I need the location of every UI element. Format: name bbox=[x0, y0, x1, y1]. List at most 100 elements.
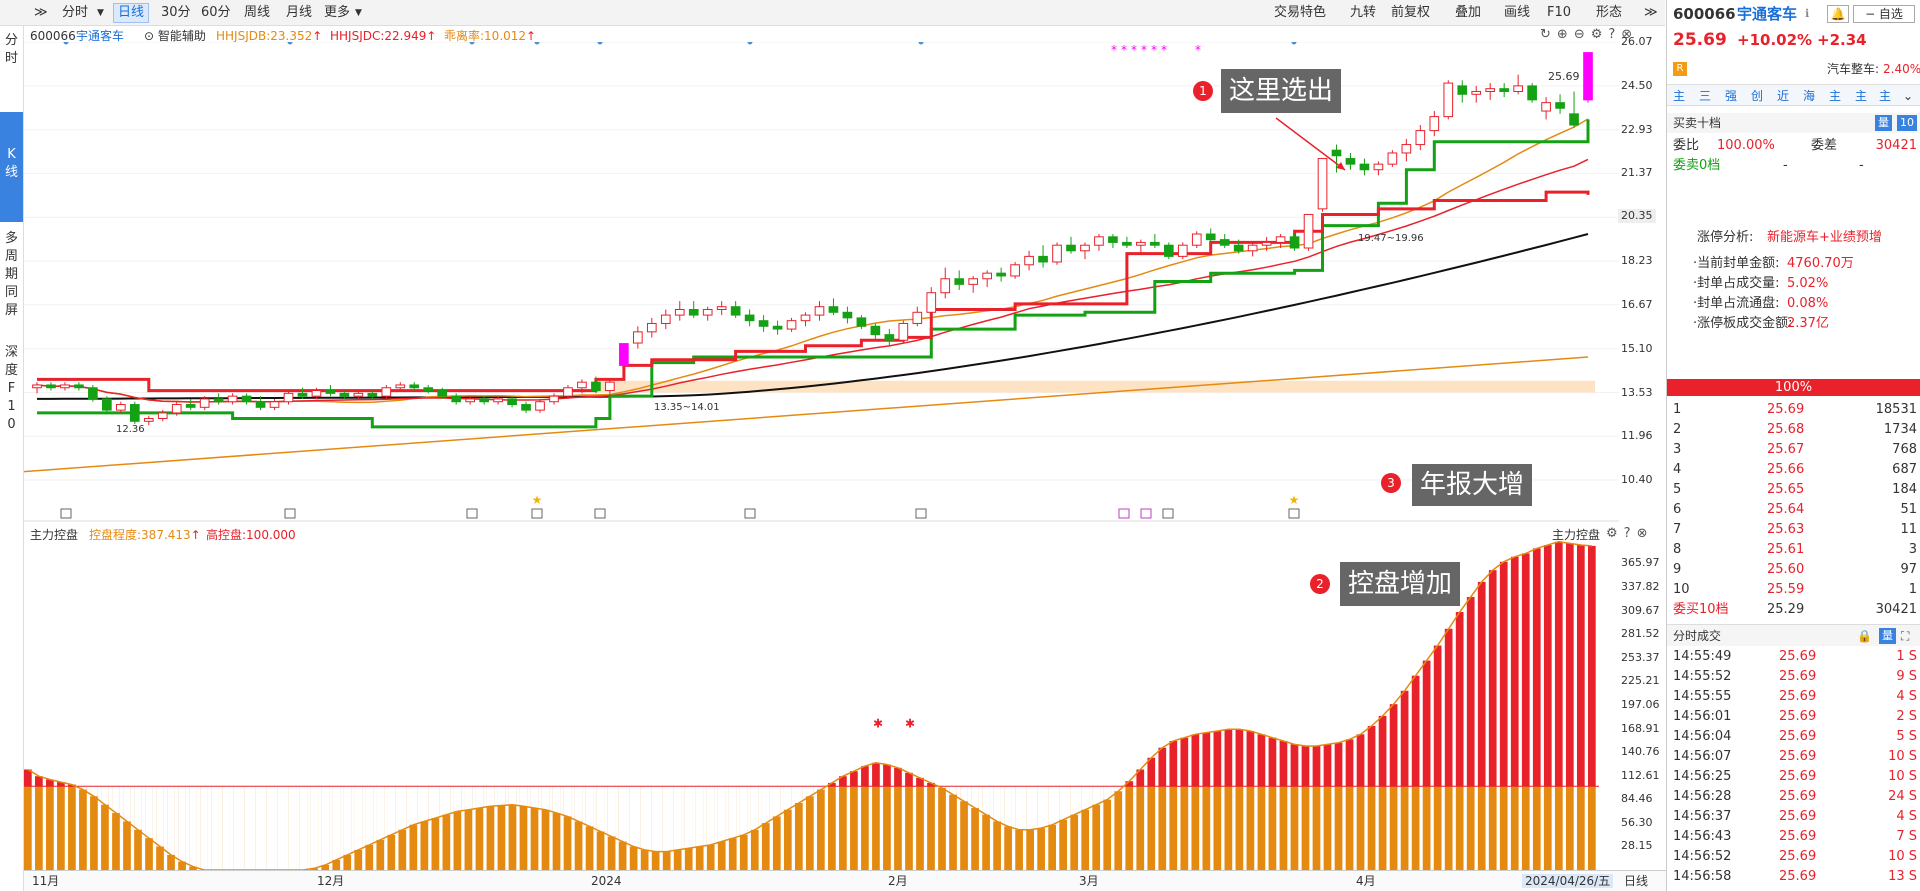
bid-row[interactable]: 8 25.61 3 bbox=[1673, 542, 1917, 557]
chevron-down-icon[interactable]: ⌄ bbox=[1903, 89, 1914, 103]
bid-row[interactable]: 5 25.65 184 bbox=[1673, 482, 1917, 497]
control-bar bbox=[1488, 786, 1497, 870]
control-bar-mask bbox=[497, 786, 506, 806]
control-bar bbox=[1554, 786, 1563, 870]
candle bbox=[465, 398, 475, 403]
quick-tab[interactable]: 主 bbox=[1673, 89, 1686, 103]
control-bar-high bbox=[905, 772, 913, 787]
nine-turn-button[interactable]: 九转 bbox=[1350, 5, 1377, 20]
smart-assist-label: 智能辅助 bbox=[157, 29, 206, 43]
candle bbox=[60, 384, 70, 389]
left-view-tabs: 分 时 K 线 多 周 期 同 屏 深 度 F 1 0 bbox=[0, 26, 24, 891]
control-bar bbox=[1147, 786, 1156, 870]
candle bbox=[535, 401, 545, 411]
info-icon[interactable]: ℹ bbox=[1805, 7, 1810, 20]
view-tab-multi-period[interactable]: 多 周 期 同 屏 bbox=[4, 231, 18, 318]
control-bar bbox=[805, 786, 814, 870]
candle bbox=[1289, 236, 1300, 249]
control-bar-mask bbox=[519, 786, 528, 807]
control-bar-high bbox=[57, 782, 65, 787]
view-tab-deep-f10[interactable]: 深 度 F 1 0 bbox=[4, 345, 18, 432]
orderbook-depth[interactable]: 10 bbox=[1897, 115, 1917, 131]
tab-more[interactable]: 更多 bbox=[324, 5, 351, 20]
expand-left-icon[interactable]: ≫ bbox=[34, 5, 48, 20]
control-bar-high bbox=[1400, 690, 1409, 787]
annotation-annual-report: 年报大增 bbox=[1412, 464, 1533, 506]
date-axis: 11月 12月 2024 2月 3月 4月 2024/04/26/五 日线 bbox=[24, 870, 1666, 891]
trade-row: 14:56:58 25.69 13 S bbox=[1673, 869, 1917, 884]
adjust-button[interactable]: 前复权 bbox=[1391, 5, 1431, 20]
view-tab-intraday[interactable]: 分 时 bbox=[4, 33, 18, 66]
f10-button[interactable]: F10 bbox=[1547, 5, 1572, 20]
candle bbox=[633, 331, 643, 344]
candle bbox=[115, 404, 126, 411]
control-bar bbox=[1543, 786, 1552, 870]
bid-row[interactable]: 2 25.68 1734 bbox=[1673, 422, 1917, 437]
quick-tab[interactable]: 主 bbox=[1829, 89, 1842, 103]
tab-monthly[interactable]: 月线 bbox=[286, 5, 313, 20]
quote-name: 宇通客车 bbox=[1737, 5, 1798, 23]
bid-row[interactable]: 9 25.60 97 bbox=[1673, 562, 1917, 577]
quick-tab[interactable]: 强 bbox=[1725, 89, 1738, 103]
view-tab-kline[interactable]: K 线 bbox=[0, 112, 23, 222]
tab-30min[interactable]: 30分 bbox=[161, 5, 191, 20]
bid-row[interactable]: 1 25.69 18531 bbox=[1673, 402, 1917, 417]
event-icon bbox=[466, 508, 478, 519]
date-label: 3月 bbox=[1079, 874, 1099, 888]
indicator-tools[interactable]: ⚙?⊗ bbox=[1606, 527, 1653, 541]
volume-toggle-icon[interactable]: 量 bbox=[1875, 115, 1892, 131]
control-bar-high bbox=[1554, 541, 1563, 787]
bid-row[interactable]: 6 25.64 51 bbox=[1673, 502, 1917, 517]
quick-tab[interactable]: 创 bbox=[1751, 89, 1764, 103]
draw-line-button[interactable]: 画线 bbox=[1504, 5, 1531, 20]
add-watchlist-button[interactable]: − 自选 bbox=[1853, 5, 1915, 23]
fullscreen-icon[interactable]: ⛶ bbox=[1901, 629, 1910, 643]
control-bar-high bbox=[1411, 675, 1420, 787]
control-bar bbox=[1532, 786, 1541, 870]
tab-daily[interactable]: 日线 bbox=[113, 3, 150, 23]
date-label: 12月 bbox=[317, 874, 345, 888]
annotation-badge-3: 3 bbox=[1381, 473, 1401, 493]
control-bar bbox=[1125, 786, 1134, 870]
control-bar-mask bbox=[585, 786, 594, 827]
tab-weekly[interactable]: 周线 bbox=[244, 5, 271, 20]
control-bar-mask bbox=[1026, 786, 1034, 830]
overlay-button[interactable]: 叠加 bbox=[1455, 5, 1482, 20]
tab-60min[interactable]: 60分 bbox=[201, 5, 231, 20]
chart-tools[interactable]: ↻⊕⊖⚙?⊗ bbox=[1540, 28, 1638, 42]
smart-assist-toggle[interactable]: ⊙ 智能辅助 bbox=[144, 29, 206, 43]
quick-tab[interactable]: 海 bbox=[1803, 89, 1816, 103]
kline-chart[interactable]: * * * * * * * ★ ★ bbox=[24, 42, 1624, 522]
price-tick: 10.40 bbox=[1621, 473, 1653, 486]
control-bar bbox=[1191, 786, 1200, 870]
chevron-down-icon[interactable]: ▼ bbox=[97, 8, 104, 18]
chevron-down-icon[interactable]: ▼ bbox=[355, 8, 362, 18]
candle bbox=[605, 381, 615, 392]
quick-tab[interactable]: 三 bbox=[1699, 89, 1712, 103]
marker-dot bbox=[63, 42, 69, 45]
candle bbox=[1471, 90, 1482, 95]
bell-icon[interactable]: 🔔 bbox=[1827, 5, 1849, 23]
candle bbox=[1122, 241, 1132, 246]
expand-right-icon[interactable]: ≫ bbox=[1644, 5, 1658, 20]
quick-tab[interactable]: 主 bbox=[1879, 89, 1892, 103]
quick-tab[interactable]: 主 bbox=[1855, 89, 1868, 103]
control-bar-mask bbox=[464, 786, 473, 810]
lock-icon[interactable]: 🔒 bbox=[1857, 629, 1872, 643]
control-bar-mask bbox=[310, 786, 319, 869]
control-bar-mask bbox=[618, 786, 627, 842]
candle bbox=[255, 401, 266, 408]
pattern-button[interactable]: 形态 bbox=[1596, 5, 1623, 20]
trade-feature-button[interactable]: 交易特色 bbox=[1274, 5, 1327, 20]
tab-intraday[interactable]: 分时 bbox=[62, 5, 89, 20]
period-label[interactable]: 日线 bbox=[1624, 874, 1649, 888]
quick-tab[interactable]: 近 bbox=[1777, 89, 1790, 103]
bid-row[interactable]: 7 25.63 11 bbox=[1673, 522, 1917, 537]
control-bar bbox=[883, 786, 891, 870]
control-bar bbox=[519, 786, 528, 870]
control-bar bbox=[1499, 786, 1508, 870]
volume-toggle-icon[interactable]: 量 bbox=[1879, 628, 1896, 644]
bid-row[interactable]: 3 25.67 768 bbox=[1673, 442, 1917, 457]
bid-row[interactable]: 4 25.66 687 bbox=[1673, 462, 1917, 477]
bid-row[interactable]: 10 25.59 1 bbox=[1673, 582, 1917, 597]
